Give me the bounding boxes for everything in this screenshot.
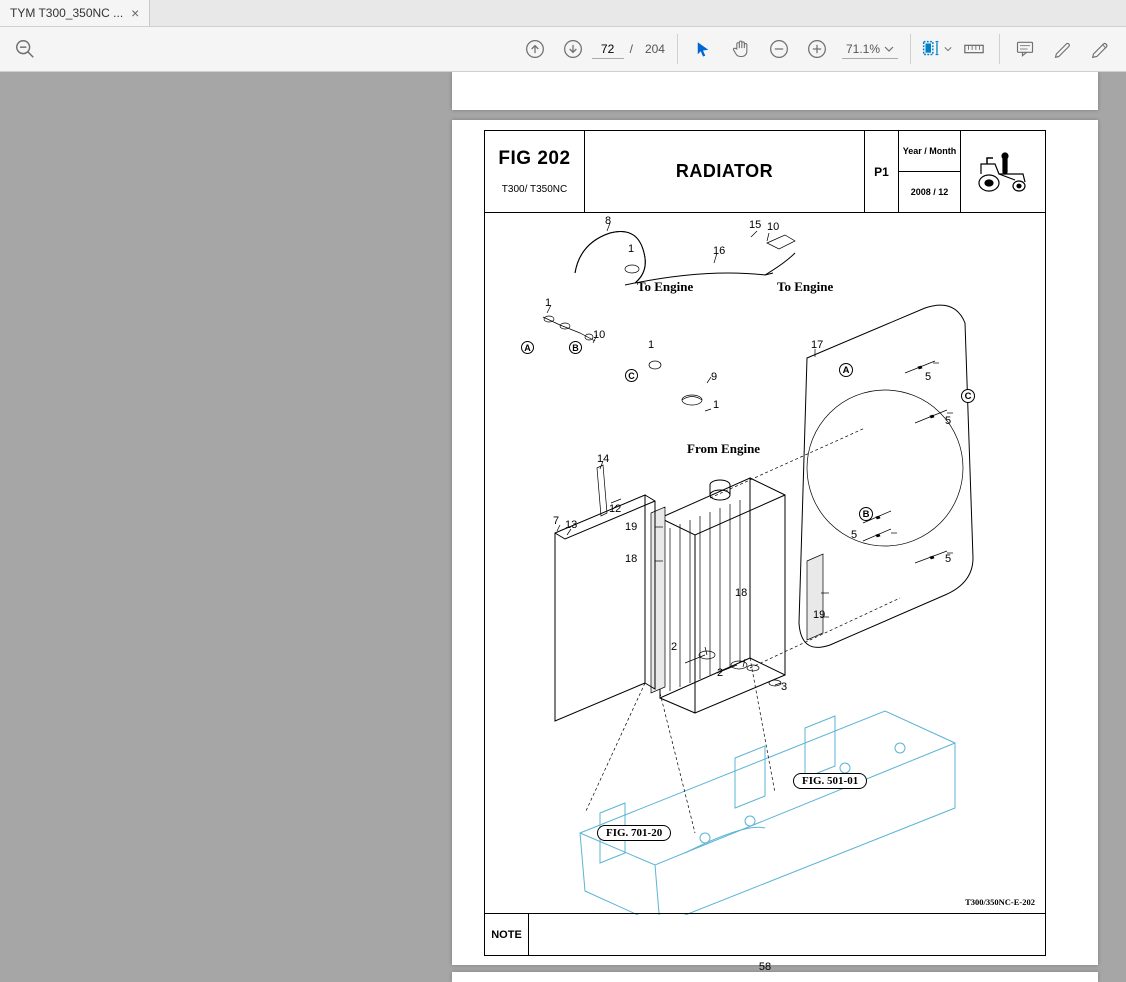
- document-tab[interactable]: TYM T300_350NC ... ×: [0, 0, 150, 26]
- callout-18b: 18: [735, 587, 747, 599]
- to-engine-label-2: To Engine: [777, 279, 833, 295]
- ym-value: 2008 / 12: [899, 172, 960, 213]
- callout-5d: 5: [851, 529, 857, 541]
- note-row: NOTE: [485, 913, 1045, 955]
- header-fig-cell: FIG 202 T300/ T350NC: [485, 131, 585, 212]
- callout-14: 14: [597, 453, 609, 465]
- callout-9: 9: [711, 371, 717, 383]
- callout-13: 13: [565, 519, 577, 531]
- from-engine-label: From Engine: [687, 441, 760, 457]
- page-header-row: FIG 202 T300/ T350NC RADIATOR P1 Year / …: [485, 131, 1045, 213]
- callout-19a: 19: [625, 521, 637, 533]
- callout-19b: 19: [813, 609, 825, 621]
- header-title-cell: RADIATOR: [585, 131, 865, 212]
- tractor-logo-icon: [973, 150, 1033, 194]
- next-page-sliver: [452, 972, 1098, 982]
- highlight-icon[interactable]: [1044, 30, 1082, 68]
- page-number-input[interactable]: [592, 40, 624, 59]
- header-ym-cell: Year / Month 2008 / 12: [899, 131, 961, 212]
- model-number: T300/ T350NC: [502, 184, 567, 195]
- circle-A2: A: [839, 363, 853, 377]
- zoom-plus-icon[interactable]: [798, 30, 836, 68]
- circle-C2: C: [961, 389, 975, 403]
- ref-fig-701: FIG. 701-20: [597, 825, 671, 841]
- callout-5a: 5: [925, 371, 931, 383]
- previous-page-sliver: [452, 72, 1098, 110]
- note-label: NOTE: [485, 914, 529, 955]
- callout-3: 3: [781, 681, 787, 693]
- callout-7: 7: [553, 515, 559, 527]
- zoom-out-icon[interactable]: [6, 30, 44, 68]
- page-total: 204: [639, 42, 671, 56]
- callout-2a: 2: [671, 641, 677, 653]
- document-viewport[interactable]: FIG 202 T300/ T350NC RADIATOR P1 Year / …: [0, 72, 1126, 982]
- note-content: [529, 914, 1045, 955]
- circle-B1: B: [569, 341, 582, 354]
- hand-tool-icon[interactable]: [722, 30, 760, 68]
- exploded-diagram-svg: [485, 213, 1047, 915]
- ym-label: Year / Month: [899, 131, 960, 172]
- zoom-value: 71.1%: [846, 42, 880, 56]
- callout-17: 17: [811, 339, 823, 351]
- header-p-cell: P1: [865, 131, 899, 212]
- tab-bar: TYM T300_350NC ... ×: [0, 0, 1126, 27]
- close-icon[interactable]: ×: [131, 6, 139, 20]
- zoom-minus-icon[interactable]: [760, 30, 798, 68]
- p-label: P1: [874, 165, 889, 179]
- callout-2b: 2: [717, 667, 723, 679]
- document-number: T300/350NC-E-202: [965, 897, 1035, 907]
- separator: [999, 34, 1000, 64]
- separator: [910, 34, 911, 64]
- callout-5c: 5: [945, 553, 951, 565]
- toolbar: / 204 71.1%: [0, 27, 1126, 72]
- ruler-icon[interactable]: [955, 30, 993, 68]
- to-engine-label-1: To Engine: [637, 279, 693, 295]
- ref-fig-501: FIG. 501-01: [793, 773, 867, 789]
- callout-1c: 1: [648, 339, 654, 351]
- page-title: RADIATOR: [676, 161, 773, 182]
- diagram-area: 8 1 15 10 16 To Engine To Engine 1 10 1 …: [485, 213, 1045, 913]
- callout-10b: 10: [593, 329, 605, 341]
- callout-12: 12: [609, 503, 621, 515]
- pdf-page: FIG 202 T300/ T350NC RADIATOR P1 Year / …: [452, 120, 1098, 965]
- chevron-down-icon: [884, 44, 894, 54]
- callout-18a: 18: [625, 553, 637, 565]
- callout-10a: 10: [767, 221, 779, 233]
- header-logo-cell: [961, 131, 1045, 212]
- circle-A1: A: [521, 341, 534, 354]
- fit-page-icon[interactable]: [917, 30, 955, 68]
- fig-number: FIG 202: [498, 148, 570, 170]
- callout-1d: 1: [713, 399, 719, 411]
- page-footer-number: 58: [485, 961, 1045, 973]
- callout-1b: 1: [545, 297, 551, 309]
- callout-15: 15: [749, 219, 761, 231]
- next-page-icon[interactable]: [554, 30, 592, 68]
- callout-5b: 5: [945, 415, 951, 427]
- callout-1a: 1: [628, 243, 634, 255]
- callout-16: 16: [713, 245, 725, 257]
- draw-icon[interactable]: [1082, 30, 1120, 68]
- callout-8: 8: [605, 215, 611, 227]
- page-frame: FIG 202 T300/ T350NC RADIATOR P1 Year / …: [484, 130, 1046, 956]
- circle-C1: C: [625, 369, 638, 382]
- circle-B2: B: [859, 507, 873, 521]
- pointer-tool-icon[interactable]: [684, 30, 722, 68]
- tab-title: TYM T300_350NC ...: [10, 6, 123, 20]
- zoom-dropdown[interactable]: 71.1%: [842, 40, 898, 59]
- comment-icon[interactable]: [1006, 30, 1044, 68]
- prev-page-icon[interactable]: [516, 30, 554, 68]
- separator: [677, 34, 678, 64]
- page-separator: /: [624, 42, 639, 56]
